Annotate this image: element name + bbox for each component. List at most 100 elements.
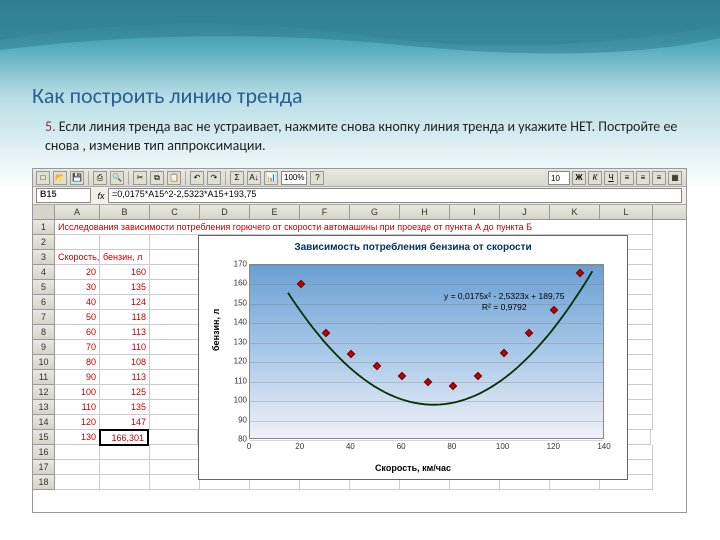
col-header-I[interactable]: I (450, 205, 500, 220)
new-icon[interactable]: □ (36, 171, 50, 185)
align-center-icon[interactable]: ≡ (636, 171, 650, 185)
cell[interactable] (55, 445, 100, 460)
align-left-icon[interactable]: ≡ (620, 171, 634, 185)
cut-icon[interactable]: ✂ (133, 171, 147, 185)
row-header[interactable]: 15 (33, 430, 55, 445)
cell[interactable]: 113 (100, 325, 150, 340)
spreadsheet-grid[interactable]: ABCDEFGHIJKL 1Исследования зависимости п… (33, 205, 686, 495)
formula-bar[interactable]: =0,0175*A15^2-2,5323*A15+193,75 (108, 188, 682, 203)
save-icon[interactable]: 💾 (70, 171, 84, 185)
print-icon[interactable]: ⎙ (93, 171, 107, 185)
cell[interactable] (100, 475, 150, 490)
cell[interactable]: 135 (100, 400, 150, 415)
cell[interactable]: 124 (100, 295, 150, 310)
col-header-F[interactable]: F (300, 205, 350, 220)
row-header[interactable]: 2 (33, 235, 55, 250)
col-header-A[interactable]: A (55, 205, 100, 220)
cell[interactable] (150, 340, 200, 355)
cell[interactable] (150, 415, 200, 430)
align-right-icon[interactable]: ≡ (652, 171, 666, 185)
fx-icon[interactable]: fx (94, 191, 108, 201)
copy-icon[interactable]: ⧉ (150, 171, 164, 185)
col-header-B[interactable]: B (100, 205, 150, 220)
row-header[interactable]: 8 (33, 325, 55, 340)
row-header[interactable]: 7 (33, 310, 55, 325)
cell[interactable] (150, 460, 200, 475)
cell[interactable]: 40 (55, 295, 100, 310)
col-header-L[interactable]: L (600, 205, 653, 220)
cell[interactable] (150, 445, 200, 460)
cell[interactable]: 110 (100, 340, 150, 355)
row-header[interactable]: 13 (33, 400, 55, 415)
borders-icon[interactable]: ▦ (668, 171, 682, 185)
undo-icon[interactable]: ↶ (190, 171, 204, 185)
preview-icon[interactable]: 🔍 (110, 171, 124, 185)
paste-icon[interactable]: 📋 (167, 171, 181, 185)
cell[interactable]: 147 (100, 415, 150, 430)
cell[interactable] (150, 310, 200, 325)
row-header[interactable]: 1 (33, 220, 55, 235)
row-header[interactable]: 3 (33, 250, 55, 265)
cell[interactable]: 125 (100, 385, 150, 400)
row-header[interactable]: 17 (33, 460, 55, 475)
cell[interactable] (150, 295, 200, 310)
sort-icon[interactable]: A↓ (247, 171, 261, 185)
cell[interactable] (150, 370, 200, 385)
cell[interactable] (150, 385, 200, 400)
row-header[interactable]: 16 (33, 445, 55, 460)
cell[interactable]: 108 (100, 355, 150, 370)
row-header[interactable]: 18 (33, 475, 55, 490)
cell[interactable]: бензин, л (100, 250, 150, 265)
cell[interactable] (55, 235, 100, 250)
row-header[interactable]: 6 (33, 295, 55, 310)
cell[interactable] (55, 460, 100, 475)
cell[interactable]: 70 (55, 340, 100, 355)
row-header[interactable]: 10 (33, 355, 55, 370)
cell[interactable]: 130 (55, 430, 100, 445)
cell[interactable]: 113 (100, 370, 150, 385)
cell[interactable] (150, 250, 200, 265)
cell[interactable]: 90 (55, 370, 100, 385)
name-box[interactable]: B15 (36, 188, 91, 203)
row-header[interactable]: 11 (33, 370, 55, 385)
col-header-D[interactable]: D (200, 205, 250, 220)
cell[interactable] (150, 325, 200, 340)
cell[interactable] (100, 460, 150, 475)
cell[interactable]: 160 (100, 265, 150, 280)
cell[interactable] (55, 475, 100, 490)
underline-button[interactable]: Ч (604, 171, 618, 185)
row-header[interactable]: 4 (33, 265, 55, 280)
embedded-chart[interactable]: Зависимость потребления бензина от скоро… (198, 235, 628, 480)
row-header[interactable]: 5 (33, 280, 55, 295)
col-header-H[interactable]: H (400, 205, 450, 220)
cell[interactable] (100, 445, 150, 460)
col-header-J[interactable]: J (500, 205, 550, 220)
fontsize-combo[interactable]: 10 (548, 171, 570, 185)
cell[interactable]: 20 (55, 265, 100, 280)
cell[interactable]: 80 (55, 355, 100, 370)
row-header[interactable]: 14 (33, 415, 55, 430)
zoom-combo[interactable]: 100% (281, 171, 307, 185)
cell[interactable]: Исследования зависимости потребления гор… (55, 220, 653, 235)
row-header[interactable]: 9 (33, 340, 55, 355)
col-header-E[interactable]: E (250, 205, 300, 220)
cell[interactable]: 135 (100, 280, 150, 295)
col-header-G[interactable]: G (350, 205, 400, 220)
cell[interactable] (150, 355, 200, 370)
cell[interactable]: 110 (55, 400, 100, 415)
row-header[interactable]: 12 (33, 385, 55, 400)
chart-icon[interactable]: 📊 (264, 171, 278, 185)
cell[interactable]: 120 (55, 415, 100, 430)
cell[interactable]: 118 (100, 310, 150, 325)
italic-button[interactable]: К (588, 171, 602, 185)
cell[interactable]: 60 (55, 325, 100, 340)
cell[interactable]: Скорость, км.час (55, 250, 100, 265)
redo-icon[interactable]: ↷ (207, 171, 221, 185)
cell[interactable] (150, 280, 200, 295)
help-icon[interactable]: ? (310, 171, 324, 185)
cell[interactable]: 100 (55, 385, 100, 400)
sum-icon[interactable]: Σ (230, 171, 244, 185)
cell[interactable] (150, 235, 200, 250)
cell[interactable] (150, 265, 200, 280)
cell[interactable] (150, 475, 200, 490)
